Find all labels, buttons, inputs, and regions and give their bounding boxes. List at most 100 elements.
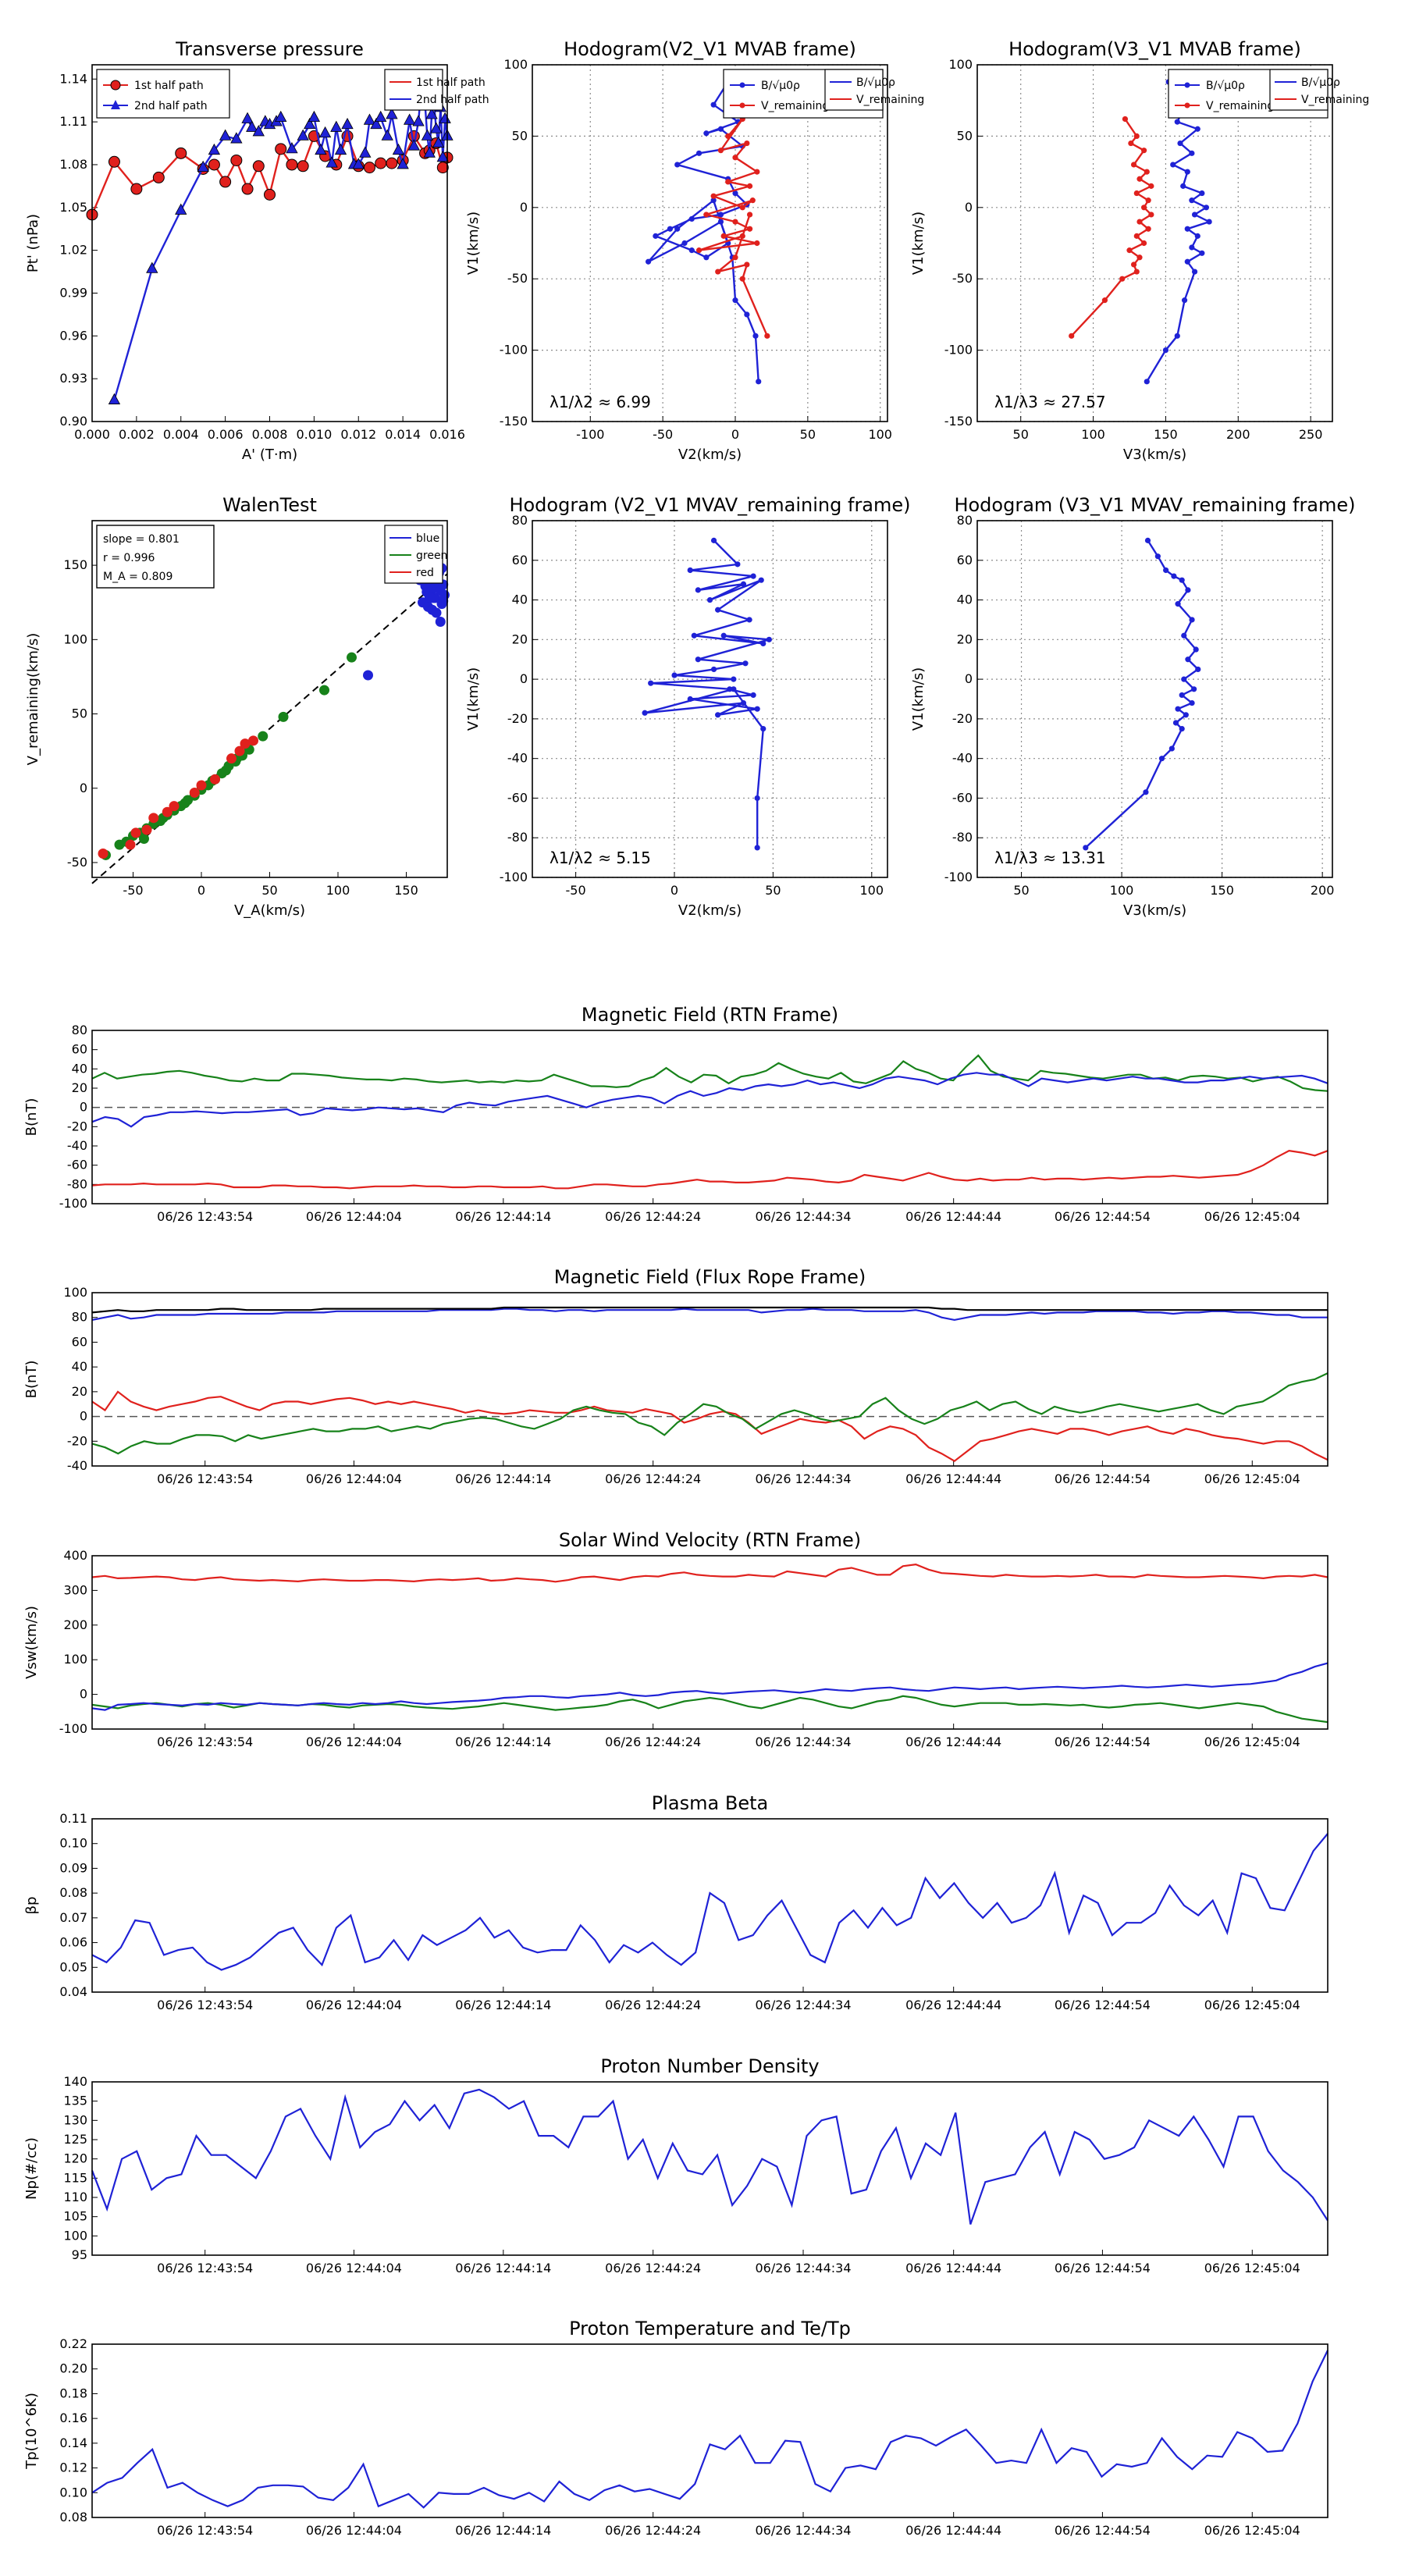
- data-point: [1144, 169, 1150, 175]
- legend-marker: [110, 80, 121, 91]
- y-tick-label: 0: [80, 781, 87, 795]
- x-tick-label: 06/26 12:45:04: [1204, 2261, 1300, 2275]
- legend: 1st half path 2nd half path: [96, 69, 230, 119]
- plot-frame: [91, 2343, 1329, 2518]
- data-point: [720, 632, 727, 639]
- data-point: [642, 710, 648, 716]
- data-point: [756, 379, 762, 385]
- data-point: [241, 183, 254, 195]
- x-tick-label: 06/26 12:45:04: [1204, 1471, 1300, 1486]
- y-tick-label: 80: [72, 1310, 87, 1325]
- series-line: [91, 1150, 1329, 1190]
- legend-label: green: [416, 550, 447, 562]
- data-point: [431, 607, 442, 618]
- data-point: [141, 824, 152, 835]
- data-point: [319, 685, 329, 696]
- data-point: [278, 711, 289, 722]
- data-point: [1170, 162, 1176, 168]
- series-b-0-: [1144, 79, 1212, 385]
- data-point: [703, 254, 710, 261]
- x-tick-label: 50: [1013, 883, 1029, 898]
- y-axis-label: V1(km/s): [910, 212, 927, 275]
- x-tick-label: 06/26 12:44:04: [306, 2261, 402, 2275]
- data-point: [710, 197, 717, 204]
- y-tick-label: -60: [952, 790, 973, 805]
- data-point: [1181, 676, 1187, 682]
- y-tick-label: 0.08: [59, 1885, 87, 1900]
- chart-title: Transverse pressure: [175, 38, 364, 60]
- y-tick-label: 40: [957, 592, 973, 607]
- data-point: [725, 133, 731, 139]
- data-point: [139, 833, 149, 844]
- data-point: [370, 117, 382, 130]
- data-point: [731, 676, 737, 682]
- x-tick-label: 06/26 12:44:54: [1055, 1471, 1151, 1486]
- data-point: [1189, 150, 1195, 156]
- x-tick-label: 06/26 12:44:24: [605, 1735, 701, 1749]
- data-point: [681, 240, 688, 247]
- y-tick-label: -20: [67, 1119, 87, 1133]
- x-tick-label: 0.012: [340, 427, 376, 442]
- data-point: [425, 592, 436, 603]
- x-tick-label: 50: [765, 883, 781, 898]
- data-point: [710, 193, 717, 199]
- data-point: [286, 158, 298, 171]
- data-point: [436, 162, 449, 174]
- x-tick-label: 06/26 12:44:44: [905, 2261, 1001, 2275]
- data-point: [687, 567, 693, 574]
- x-tick-label: 06/26 12:44:14: [455, 1998, 551, 2012]
- data-point: [425, 108, 438, 119]
- x-tick-label: -50: [653, 427, 673, 442]
- y-tick-label: 100: [63, 632, 87, 646]
- y-tick-label: -20: [67, 1433, 87, 1448]
- x-tick-label: 0.016: [429, 427, 465, 442]
- x-axis-label: V2(km/s): [678, 902, 742, 919]
- data-point: [318, 126, 332, 138]
- legend-marker: [1184, 102, 1190, 109]
- x-tick-label: 06/26 12:43:54: [157, 1998, 253, 2012]
- y-tick-label: -80: [952, 830, 973, 845]
- y-tick-label: 1.11: [59, 114, 87, 129]
- y-tick-label: 0.93: [59, 371, 87, 386]
- data-point: [375, 157, 387, 169]
- data-point: [1175, 601, 1181, 607]
- legend-label: B/√μ0ρ: [1206, 80, 1245, 92]
- x-tick-label: 06/26 12:44:04: [306, 2523, 402, 2538]
- y-tick-label: 120: [63, 2151, 87, 2166]
- x-tick-label: -100: [576, 427, 604, 442]
- data-point: [750, 573, 756, 579]
- x-tick-label: 06/26 12:44:14: [455, 1209, 551, 1224]
- y-tick-label: -60: [507, 790, 528, 805]
- chart-vel: Solar Wind Velocity (RTN Frame) -100 0 100 2…: [23, 1529, 1329, 1749]
- data-point: [764, 333, 770, 339]
- data-point: [189, 787, 200, 798]
- series-line: [699, 118, 769, 336]
- data-point: [1140, 205, 1147, 211]
- data-point: [430, 122, 443, 133]
- data-point: [1119, 276, 1126, 282]
- data-point: [421, 129, 434, 141]
- legend-box: [96, 69, 230, 119]
- data-point: [758, 577, 764, 583]
- y-tick-label: 100: [503, 57, 528, 72]
- x-tick-label: 06/26 12:44:24: [605, 1471, 701, 1486]
- plot-frame: [91, 1292, 1329, 1467]
- y-tick-label: -40: [507, 751, 528, 766]
- y-tick-label: 0.10: [59, 1836, 87, 1851]
- data-point: [246, 120, 258, 132]
- x-tick-label: 100: [1081, 427, 1105, 442]
- chart-title: Magnetic Field (Flux Rope Frame): [554, 1266, 866, 1288]
- data-point: [749, 197, 756, 204]
- data-point: [219, 129, 232, 141]
- y-axis-label: B(nT): [23, 1361, 40, 1399]
- data-point: [740, 581, 747, 587]
- y-tick-label: 0: [80, 1100, 87, 1115]
- x-tick-label: 0: [670, 883, 678, 898]
- x-tick-label: 200: [1226, 427, 1250, 442]
- data-point: [423, 146, 436, 158]
- series-line: [91, 1833, 1329, 1971]
- x-axis-label: V2(km/s): [678, 447, 742, 463]
- x-axis-label: V3(km/s): [1123, 902, 1186, 919]
- y-tick-label: 20: [957, 632, 973, 646]
- legend-label: V_remaining: [1206, 100, 1274, 112]
